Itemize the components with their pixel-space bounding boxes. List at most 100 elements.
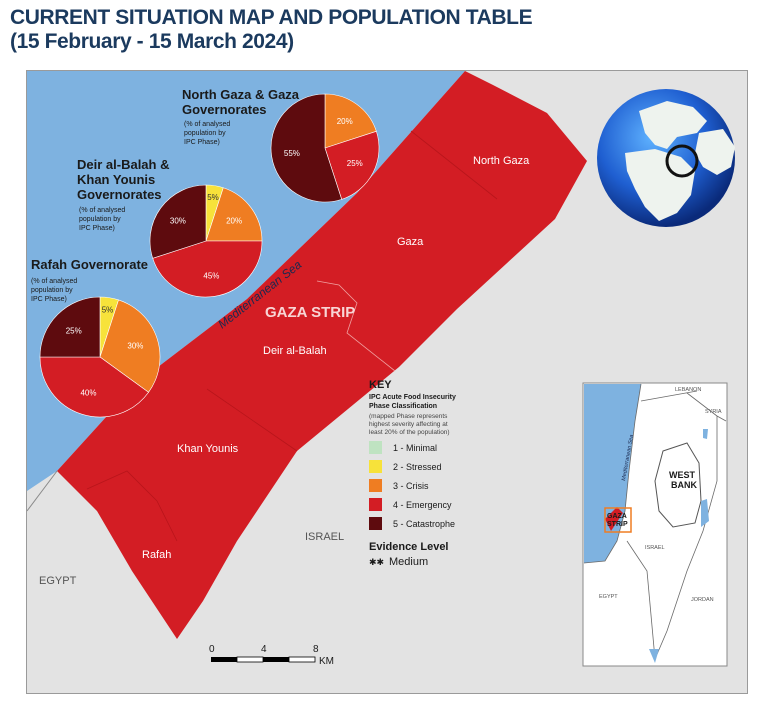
pie-slice-phase-3 — [99, 299, 161, 393]
pie-title-deir-khan: Deir al-Balah & Khan Younis Governorates… — [77, 157, 169, 232]
legend-key: KEY IPC Acute Food Insecurity Phase Clas… — [369, 379, 456, 568]
pie-deir-al-balah-khan-younis: 5% 20% 45% 30% — [149, 184, 263, 298]
evidence-title: Evidence Level — [369, 541, 449, 553]
pie-title-line: Deir al-Balah & — [77, 157, 169, 172]
page-title: CURRENT SITUATION MAP AND POPULATION TAB… — [10, 6, 533, 54]
key-subtitle-line: IPC Acute Food Insecurity — [369, 394, 456, 401]
globe-locator — [597, 89, 735, 227]
key-item-label: 3 - Crisis — [393, 481, 429, 491]
pie-slice-label: 25% — [347, 159, 363, 168]
inset-gaza-box — [604, 507, 632, 533]
inset-label-west-bank: BANK — [671, 480, 697, 490]
inset-lake — [703, 429, 708, 439]
pie-subtitle-line: IPC Phase) — [79, 225, 115, 232]
inset-coast — [583, 383, 642, 564]
pie-slice-phase-5 — [149, 184, 207, 259]
title-line-2: (15 February - 15 March 2024) — [10, 30, 294, 53]
key-note-line: (mapped Phase represents — [369, 413, 448, 420]
inset-label-israel: ISRAEL — [645, 545, 665, 551]
scale-unit: KM — [319, 656, 334, 667]
pie-slice-phase-4 — [324, 130, 380, 200]
pie-subtitle-line: population by — [184, 130, 226, 137]
key-swatch-phase-4 — [369, 498, 382, 511]
evidence-marker: ✱✱ — [369, 557, 384, 567]
pie-title-line: Governorates — [77, 187, 162, 202]
pie-slice-phase-4 — [39, 356, 149, 418]
inset-map: LEBANON SYRIA WEST BANK GAZA STRIP ISRAE… — [582, 382, 728, 667]
pie-slice-label: 40% — [80, 388, 96, 397]
pie-subtitle-line: IPC Phase) — [31, 296, 67, 303]
inset-red-sea-tip — [649, 649, 659, 663]
scale-segment — [236, 656, 264, 663]
pie-north-gaza: 20% 25% 55% — [270, 93, 380, 203]
evidence-value: Medium — [389, 556, 428, 568]
inset-label-gaza-strip: GAZA — [607, 513, 627, 520]
pie-subtitle-line: (% of analysed — [184, 121, 230, 128]
governorate-border-khan — [86, 470, 178, 542]
key-items: 1 - Minimal 2 - Stressed 3 - Crisis 4 - Eme… — [369, 441, 455, 530]
label-rafah: Rafah — [142, 549, 171, 561]
globe-land-africa — [625, 149, 695, 221]
key-swatch-phase-2 — [369, 460, 382, 473]
key-item-label: 4 - Emergency — [393, 500, 452, 510]
gaza-strip-area — [57, 71, 587, 639]
label-gaza-strip: GAZA STRIP — [265, 304, 355, 321]
pie-subtitle-line: IPC Phase) — [184, 139, 220, 146]
scale-tick-label: 0 — [209, 644, 215, 655]
globe-land-europe — [639, 101, 707, 149]
scale-segment — [211, 657, 237, 662]
pie-title-line: Governorates — [182, 102, 267, 117]
inset-gaza-strip — [605, 507, 623, 531]
pie-slice-label: 5% — [207, 193, 219, 202]
scale-segment — [263, 657, 289, 662]
inset-label-west-bank: WEST — [669, 470, 696, 480]
label-khan-younis: Khan Younis — [177, 443, 239, 455]
scale-bar: 0 4 8 KM — [209, 644, 334, 667]
title-line-1: CURRENT SITUATION MAP AND POPULATION TAB… — [10, 6, 533, 29]
situation-map: North Gaza Gaza GAZA STRIP Deir al-Balah… — [27, 71, 735, 667]
globe-land-asia — [695, 129, 735, 175]
inset-west-bank — [654, 442, 702, 528]
pie-subtitle-line: population by — [31, 287, 73, 294]
pie-slice-label: 20% — [226, 217, 242, 226]
pie-title-north-gaza: North Gaza & Gaza Governorates (% of ana… — [182, 87, 300, 146]
pie-slice-label: 55% — [284, 149, 300, 158]
pie-title-line: Rafah Governorate — [31, 257, 148, 272]
governorate-border-deir — [206, 388, 298, 452]
pie-slice-phase-5 — [39, 296, 101, 358]
key-item-label: 1 - Minimal — [393, 443, 437, 453]
key-swatch-phase-1 — [369, 441, 382, 454]
inset-label-syria: SYRIA — [705, 409, 722, 415]
scale-tick-label: 8 — [313, 644, 319, 655]
pie-slice-label: 20% — [337, 117, 353, 126]
pie-slice-label: 5% — [102, 306, 114, 315]
label-north-gaza: North Gaza — [473, 155, 530, 167]
inset-sea — [584, 384, 641, 563]
key-note-line: highest severity affecting at — [369, 421, 448, 428]
pie-subtitle-line: (% of analysed — [31, 278, 77, 285]
key-title: KEY — [369, 379, 392, 391]
key-subtitle-line: Phase Classification — [369, 403, 437, 410]
pie-slice-label: 30% — [170, 217, 186, 226]
pie-slice-phase-3 — [324, 93, 377, 149]
label-israel: ISRAEL — [305, 531, 344, 543]
map-frame: North Gaza Gaza GAZA STRIP Deir al-Balah… — [26, 70, 748, 694]
key-swatch-phase-5 — [369, 517, 382, 530]
pie-subtitle-line: population by — [79, 216, 121, 223]
key-note-line: least 20% of the population) — [369, 429, 450, 436]
pie-subtitle-line: (% of analysed — [79, 207, 125, 214]
governorate-border-north — [410, 130, 498, 200]
inset-label-egypt: EGYPT — [599, 594, 618, 600]
governorate-border-gaza — [316, 280, 396, 372]
pie-slice-phase-3 — [205, 187, 263, 242]
key-item-label: 5 - Catastrophe — [393, 519, 455, 529]
inset-label-gaza-strip: STRIP — [607, 521, 628, 528]
pie-rafah: 5% 30% 40% 25% — [39, 296, 161, 418]
key-item-label: 2 - Stressed — [393, 462, 442, 472]
scale-segment — [288, 656, 316, 663]
key-swatch-phase-3 — [369, 479, 382, 492]
label-gaza: Gaza — [397, 236, 424, 248]
label-deir-al-balah: Deir al-Balah — [263, 345, 327, 357]
inset-dead-sea — [701, 499, 709, 527]
inset-label-jordan: JORDAN — [691, 597, 714, 603]
